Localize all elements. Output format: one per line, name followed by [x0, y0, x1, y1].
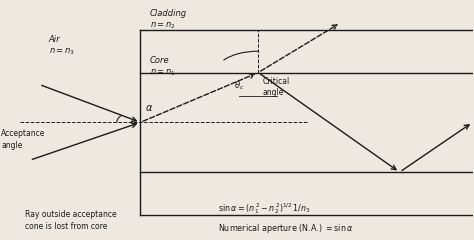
Text: $\sin \alpha = (n_1^{\,2} - n_2^{\,2})^{1/2}\,1/n_3$: $\sin \alpha = (n_1^{\,2} - n_2^{\,2})^{… [218, 201, 311, 216]
Text: $\theta_c$: $\theta_c$ [234, 80, 244, 92]
Text: Numerical aperture (N.A.) $= \sin \alpha$: Numerical aperture (N.A.) $= \sin \alpha… [218, 222, 354, 235]
Text: Acceptance
angle: Acceptance angle [1, 129, 46, 150]
Text: Critical
angle: Critical angle [263, 77, 290, 97]
Text: $\alpha$: $\alpha$ [145, 103, 154, 113]
Text: Core
$n = n_1$: Core $n = n_1$ [150, 56, 176, 78]
Text: Cladding
$n = n_2$: Cladding $n = n_2$ [150, 8, 187, 31]
Text: Air
$n = n_3$: Air $n = n_3$ [48, 35, 75, 57]
Text: Ray outside acceptance
cone is lost from core: Ray outside acceptance cone is lost from… [25, 210, 117, 231]
